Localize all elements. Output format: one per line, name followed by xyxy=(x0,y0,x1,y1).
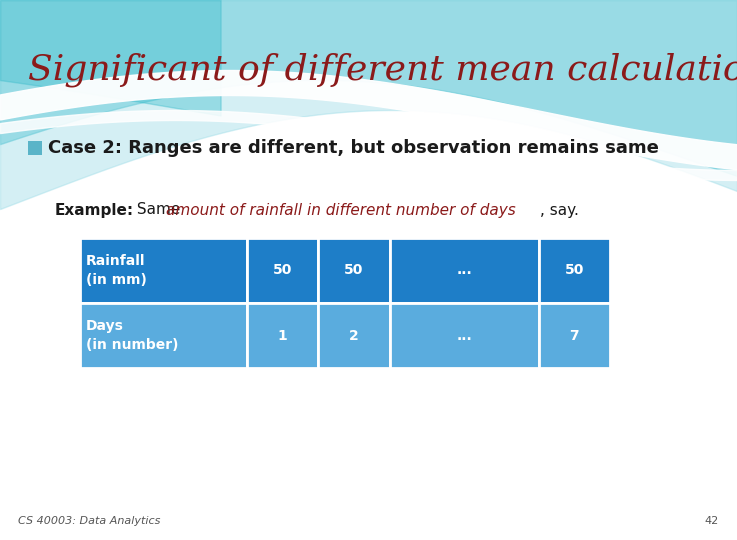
Text: 2: 2 xyxy=(349,328,359,342)
Text: Days
(in number): Days (in number) xyxy=(86,319,178,352)
Text: , say.: , say. xyxy=(540,202,579,218)
Text: 50: 50 xyxy=(344,264,363,278)
Text: 1: 1 xyxy=(278,328,287,342)
FancyBboxPatch shape xyxy=(539,303,610,368)
FancyBboxPatch shape xyxy=(318,238,390,303)
Text: 7: 7 xyxy=(570,328,579,342)
Text: Rainfall
(in mm): Rainfall (in mm) xyxy=(86,254,147,287)
Text: 50: 50 xyxy=(565,264,584,278)
FancyBboxPatch shape xyxy=(28,141,42,155)
Text: Significant of different mean calculations: Significant of different mean calculatio… xyxy=(28,53,737,87)
Text: 42: 42 xyxy=(705,516,719,526)
FancyBboxPatch shape xyxy=(390,303,539,368)
Text: Same: Same xyxy=(132,202,185,218)
FancyBboxPatch shape xyxy=(539,238,610,303)
FancyBboxPatch shape xyxy=(247,303,318,368)
Text: CS 40003: Data Analytics: CS 40003: Data Analytics xyxy=(18,516,161,526)
Text: Example:: Example: xyxy=(55,202,134,218)
FancyBboxPatch shape xyxy=(80,238,247,303)
FancyBboxPatch shape xyxy=(390,238,539,303)
Text: ...: ... xyxy=(456,328,472,342)
FancyBboxPatch shape xyxy=(80,303,247,368)
Text: amount of rainfall in different number of days: amount of rainfall in different number o… xyxy=(166,202,516,218)
FancyBboxPatch shape xyxy=(318,303,390,368)
FancyBboxPatch shape xyxy=(247,238,318,303)
Text: 50: 50 xyxy=(273,264,292,278)
Text: ...: ... xyxy=(456,264,472,278)
Text: Case 2: Ranges are different, but observation remains same: Case 2: Ranges are different, but observ… xyxy=(48,139,659,157)
